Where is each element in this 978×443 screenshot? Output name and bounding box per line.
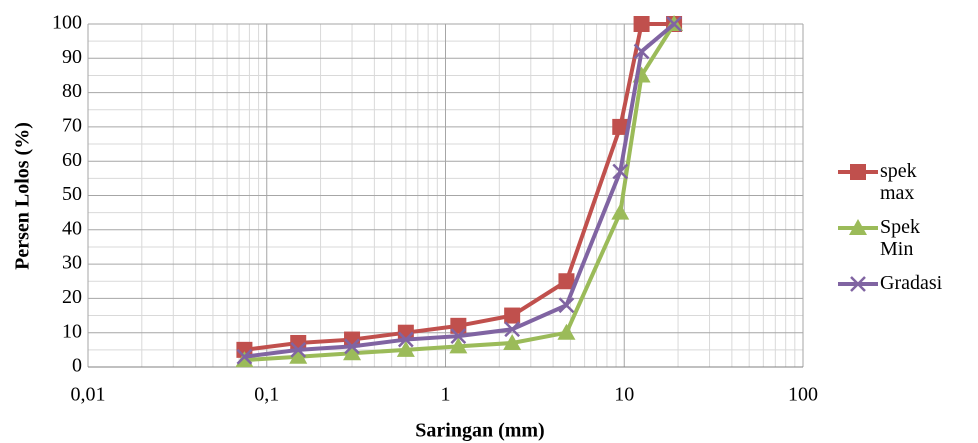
data-point <box>397 331 414 348</box>
y-tick-label: 90 <box>62 46 82 68</box>
x-tick-label: 100 <box>788 384 818 406</box>
legend-item: Gradasi <box>836 272 976 328</box>
data-point <box>449 337 468 354</box>
x-tick-label: 0,1 <box>254 384 279 406</box>
data-point <box>396 340 415 357</box>
legend-label: Gradasi <box>880 272 943 294</box>
x-axis-label: Saringan (mm) <box>415 420 544 442</box>
legend-label: Spek Min <box>880 216 920 260</box>
data-point <box>236 348 253 365</box>
y-tick-label: 80 <box>62 80 82 102</box>
legend-swatch <box>838 164 878 180</box>
y-tick-label: 50 <box>62 183 82 205</box>
data-point <box>666 16 682 32</box>
data-point <box>450 317 467 334</box>
series-line <box>244 22 676 359</box>
data-point <box>633 16 650 32</box>
data-point <box>558 273 575 290</box>
data-point <box>344 338 360 355</box>
legend-marker <box>850 164 866 180</box>
data-point <box>503 333 522 350</box>
y-tick-label: 0 <box>72 355 82 377</box>
y-tick-label: 30 <box>62 252 82 274</box>
legend-swatch <box>838 219 878 235</box>
data-point <box>450 328 467 345</box>
data-point <box>612 118 629 135</box>
data-point <box>290 341 307 358</box>
data-point <box>504 307 521 324</box>
data-point <box>289 347 308 364</box>
data-point <box>557 323 576 340</box>
data-point <box>558 297 575 314</box>
data-point <box>504 321 521 338</box>
legend-item: Spek Min <box>836 216 976 272</box>
data-point <box>612 163 629 180</box>
legend-label: spek max <box>880 160 917 204</box>
data-point <box>343 344 362 361</box>
y-tick-label: 60 <box>62 149 82 171</box>
x-tick-label: 1 <box>441 384 451 406</box>
x-tick-label: 0,01 <box>71 384 106 406</box>
y-tick-label: 70 <box>62 114 82 136</box>
series-line <box>244 22 676 363</box>
y-tick-label: 40 <box>62 217 82 239</box>
legend-marker <box>850 276 866 292</box>
y-tick-label: 100 <box>52 12 82 34</box>
data-point <box>235 351 254 368</box>
y-tick-label: 10 <box>62 320 82 342</box>
y-tick-label: 20 <box>62 286 82 308</box>
x-tick-label: 10 <box>614 384 634 406</box>
legend: spek max Spek Min Gradasi <box>836 160 976 328</box>
legend-item: spek max <box>836 160 976 216</box>
data-point <box>611 203 630 220</box>
y-axis-label: Persen Lolos (%) <box>12 122 34 270</box>
legend-swatch <box>838 276 878 292</box>
legend-marker <box>849 219 867 235</box>
data-point <box>633 43 650 60</box>
series-line <box>244 22 675 352</box>
